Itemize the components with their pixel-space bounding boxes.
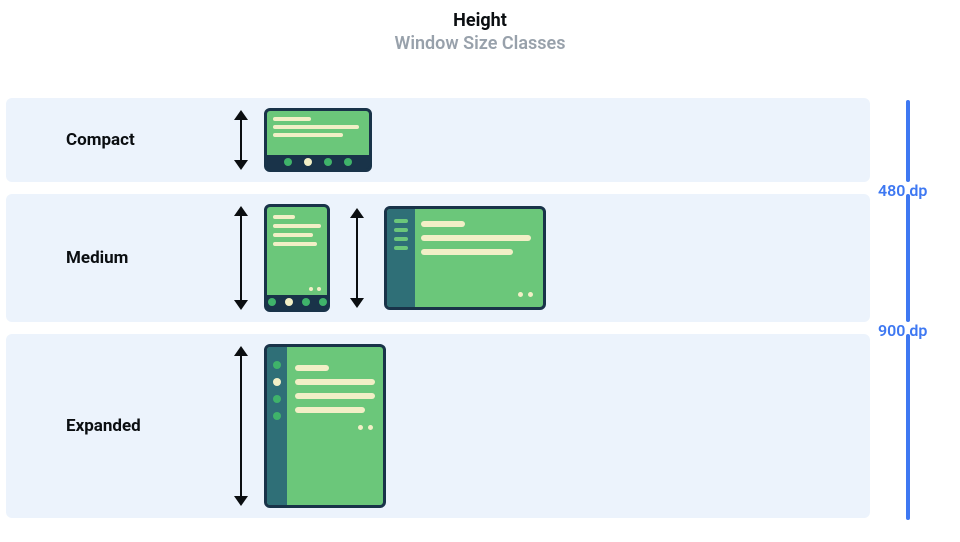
diagram-root: Height Window Size Classes Compact [0,0,960,542]
row-content-compact [232,108,870,172]
device-phone-portrait [264,204,330,312]
phone-dock [267,155,369,169]
content-placeholder-bars [273,117,359,141]
height-arrow-icon [232,344,250,508]
subtitle: Window Size Classes [0,33,960,54]
ruler-segment [906,334,910,520]
row-label-compact: Compact [6,130,232,150]
title: Height [0,10,960,31]
breakpoint-label-480: 480 dp [878,181,927,200]
height-arrow-icon [232,204,250,312]
row-medium: Medium [6,194,870,322]
height-arrow-icon [348,206,366,310]
breakpoint-label-900: 900 dp [878,321,927,340]
content-placeholder-bars [421,221,533,263]
ruler-segment [906,194,910,322]
content-mini-dots [518,292,533,297]
device-phone-landscape [264,108,372,172]
row-content-expanded [232,344,870,508]
row-content-medium [232,204,870,312]
row-label-expanded: Expanded [6,416,232,436]
content-mini-dots [358,425,373,430]
content-placeholder-bars [273,215,321,251]
row-label-medium: Medium [6,248,232,268]
device-tablet-portrait [264,344,386,508]
breakpoint-ruler [906,100,956,524]
height-arrow-icon [232,108,250,172]
device-tablet-landscape [384,206,546,310]
tablet-nav-rail [387,209,415,307]
content-mini-dots [309,287,321,291]
phone-dock [267,295,327,309]
row-compact: Compact [6,98,870,182]
size-class-rows: Compact Medium [6,98,870,530]
content-placeholder-bars [295,365,373,421]
tablet-nav-rail [267,347,287,505]
title-block: Height Window Size Classes [0,0,960,54]
row-expanded: Expanded [6,334,870,518]
ruler-segment [906,100,910,182]
